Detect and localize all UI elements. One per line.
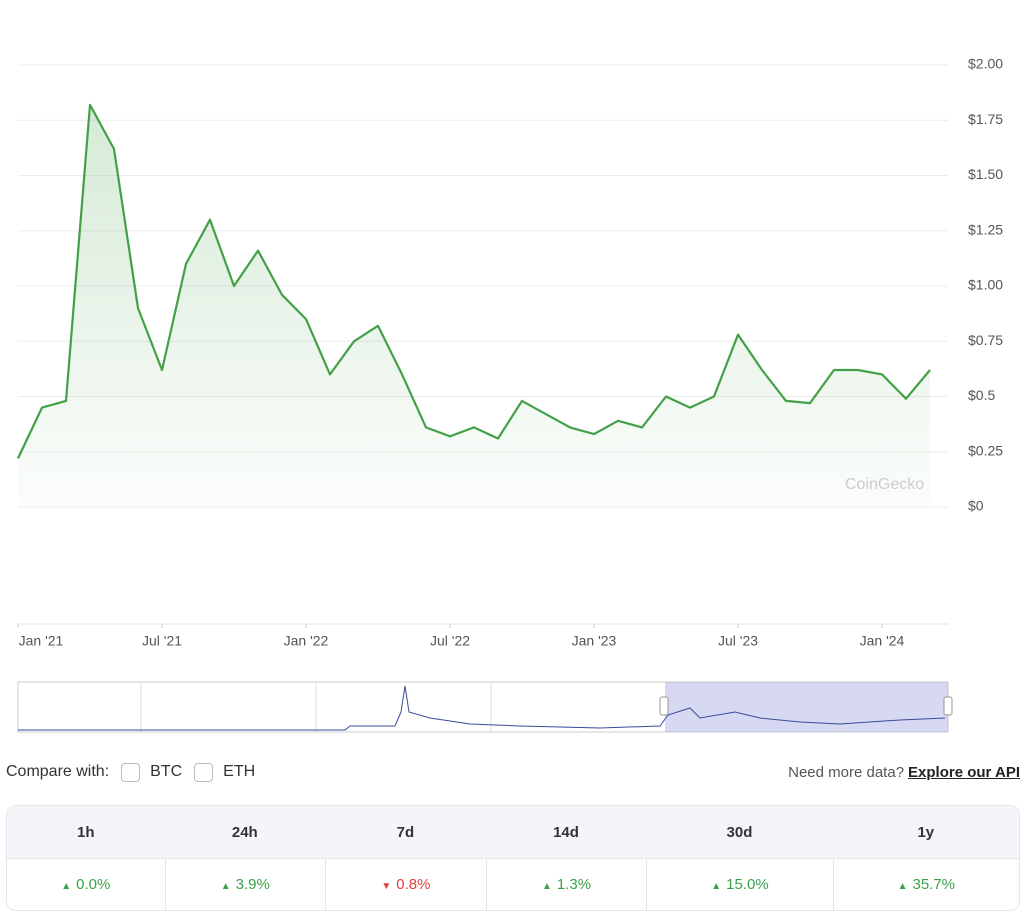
handle[interactable] [659, 696, 669, 716]
y-tick-label: $0 [968, 498, 984, 514]
option[interactable]: ETH [223, 763, 256, 780]
x-tick-label: Jan '24 [860, 633, 905, 649]
change-cell: 3.9% [164, 858, 326, 910]
chart: $0 $0.25 $0.5 $0.75 $1.00 $1.25 $1.50 $1.75 $2.0… [17, 56, 1003, 733]
change-cell: 15.0% [646, 858, 833, 910]
x-tick-label: Jul '22 [430, 633, 470, 649]
change-value: 3.9% [221, 876, 270, 893]
y-tick-label: $0.5 [968, 387, 995, 403]
x-tick-label: Jan '21 [19, 633, 64, 649]
y-tick-label: $0.75 [968, 332, 1003, 348]
period-header: 1y [832, 806, 1019, 858]
watermark: CoinGecko [845, 476, 924, 493]
x-tick-label: Jan '23 [572, 633, 617, 649]
y-tick-label: $1.00 [968, 277, 1003, 293]
area [18, 104, 930, 508]
period-header: 7d [325, 806, 486, 858]
x-tick-label: Jan '22 [284, 633, 329, 649]
option[interactable]: BTC [150, 763, 183, 780]
compare-label: Compare with: [6, 763, 110, 780]
change-value: 35.7% [898, 876, 955, 893]
compare-row: Compare with: BTC ETH Need more data? Exp… [6, 760, 1020, 784]
prompt: Need more data? [788, 763, 905, 781]
navigator-selection[interactable] [665, 682, 948, 732]
navigator[interactable] [17, 681, 953, 733]
y-tick-label: $1.25 [968, 221, 1003, 237]
y-tick-label: $1.50 [968, 166, 1003, 182]
y-tick-label: $1.75 [968, 111, 1003, 127]
change-value: 1.3% [542, 876, 591, 893]
change-value: 15.0% [711, 876, 768, 893]
x-tick-label: Jul '21 [142, 633, 182, 649]
api-link[interactable]: Explore our API [908, 763, 1020, 781]
period-header: 1h [7, 806, 165, 858]
navigator-line [18, 685, 946, 731]
change-value: 0.8% [381, 876, 430, 893]
change-cell: 1.3% [485, 858, 647, 910]
checkbox[interactable] [194, 762, 214, 782]
navigator-frame [17, 681, 949, 733]
price-line [17, 103, 931, 459]
handle[interactable] [943, 696, 953, 716]
change-cell: 0.8% [325, 858, 486, 910]
change-cell: 0.0% [7, 858, 165, 910]
x-tick-label: Jul '23 [718, 633, 758, 649]
change-cell: 35.7% [832, 858, 1019, 910]
api-prompt: Need more data? Explore our API [788, 764, 1020, 781]
period-header: 30d [646, 806, 833, 858]
period-header: 14d [485, 806, 647, 858]
y-tick-label: $2.00 [968, 56, 1003, 72]
y-tick-label: $0.25 [968, 442, 1003, 458]
checkbox[interactable] [121, 762, 141, 782]
change-value: 0.0% [61, 876, 110, 893]
period-header: 24h [164, 806, 326, 858]
